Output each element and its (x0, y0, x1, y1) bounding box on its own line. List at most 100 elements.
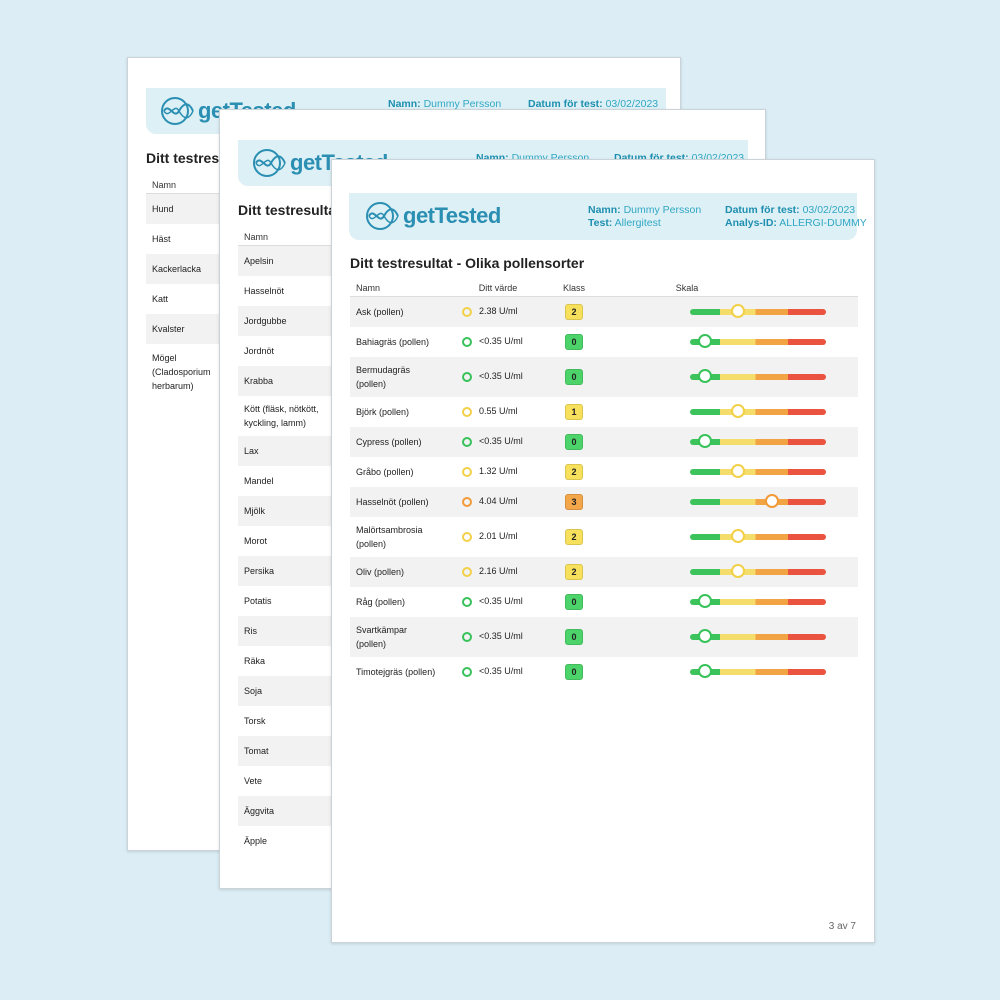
row-name: Morot (244, 535, 268, 546)
class-badge: 2 (565, 303, 583, 320)
allergen-name: Malörtsambrosia (pollen) (356, 524, 423, 549)
table-row: Björk (pollen) 0.55 U/ml 1 (350, 397, 858, 427)
table-row: Räka (238, 646, 538, 676)
allergen-name: Timotejgräs (pollen) (356, 666, 436, 677)
row-name: Potatis (244, 595, 272, 606)
allergen-name: Ask (pollen) (350, 296, 448, 327)
table-row: Oliv (pollen) 2.16 U/ml 2 (350, 556, 858, 587)
value-cell: <0.35 U/ml (448, 356, 548, 397)
scale-cell (600, 397, 858, 427)
table-row: Jordnöt (238, 336, 538, 366)
column-header-class: Klass (548, 279, 600, 297)
allergen-name: Svartkämpar (pollen) (350, 616, 448, 657)
value-cell: 0.55 U/ml (448, 397, 548, 427)
class-badge: 2 (565, 563, 583, 580)
measured-value: <0.35 U/ml (479, 371, 523, 382)
patient-name-field: Namn: Dummy Persson (588, 204, 702, 216)
class-badge: 0 (565, 663, 583, 680)
table-row: Morot (238, 526, 538, 556)
report-page-front: getTested Namn: Dummy Persson Test: Alle… (331, 159, 875, 943)
status-dot-icon (462, 496, 472, 507)
scale-marker (730, 463, 745, 478)
table-row: Ask (pollen) 2.38 U/ml 2 (350, 296, 858, 327)
value-cell: <0.35 U/ml (448, 426, 548, 457)
table-row: Hasselnöt (pollen) 4.04 U/ml 3 (350, 486, 858, 517)
row-name: Häst (152, 233, 171, 244)
test-type-field: Test: Allergitest (588, 217, 661, 229)
row-name: Jordnöt (244, 345, 275, 356)
scale-marker (697, 593, 712, 608)
class-cell: 0 (548, 426, 600, 457)
test-date-field: Datum för test: 03/02/2023 (528, 98, 659, 110)
value-cell: 2.01 U/ml (448, 517, 548, 557)
status-dot-icon (462, 531, 472, 542)
measured-value: <0.35 U/ml (479, 596, 523, 607)
pollen-results-table: Namn Ditt värde Klass Skala Ask (pollen)… (350, 279, 858, 687)
allergen-name: Cypress (pollen) (350, 426, 448, 457)
scale-marker (730, 528, 745, 543)
scale-cell (600, 327, 858, 357)
scale-bar (690, 663, 826, 678)
table-row: Bermudagräs (pollen) <0.35 U/ml 0 (350, 356, 858, 397)
scale-cell (600, 486, 858, 517)
class-badge: 1 (565, 403, 583, 420)
allergen-name: Gråbo (pollen) (356, 466, 414, 477)
allergen-name: Bermudagräs (pollen) (350, 356, 448, 397)
table-row: Råg (pollen) <0.35 U/ml 0 (350, 587, 858, 617)
row-name: Torsk (244, 715, 266, 726)
scale-bar (690, 333, 826, 348)
row-name: Mandel (244, 475, 274, 486)
dna-logo-icon (366, 202, 399, 230)
table-row: Torsk (238, 706, 538, 736)
class-badge: 0 (565, 333, 583, 350)
table-row: Potatis (238, 586, 538, 616)
table-row: Malörtsambrosia (pollen) 2.01 U/ml 2 (350, 517, 858, 557)
scale-marker (730, 563, 745, 578)
status-dot-icon (462, 631, 472, 642)
test-date-field: Datum för test: 03/02/2023 (725, 204, 856, 216)
class-badge: 0 (565, 593, 583, 610)
column-header-value: Ditt värde (448, 279, 548, 297)
class-badge: 3 (565, 493, 583, 510)
status-dot-icon (462, 436, 472, 447)
scale-bar (690, 303, 826, 318)
measured-value: 2.16 U/ml (479, 566, 518, 577)
class-badge: 2 (565, 463, 583, 480)
scale-cell (600, 517, 858, 557)
table-row: Svartkämpar (pollen) <0.35 U/ml 0 (350, 616, 858, 657)
dna-logo-icon (161, 97, 194, 125)
status-dot-icon (462, 596, 472, 607)
value-cell: 2.38 U/ml (448, 296, 548, 327)
allergen-name: Hasselnöt (pollen) (350, 486, 448, 517)
scale-marker (697, 433, 712, 448)
scale-marker (697, 663, 712, 678)
class-badge: 0 (565, 628, 583, 645)
scale-cell (600, 616, 858, 657)
table-row: Cypress (pollen) <0.35 U/ml 0 (350, 426, 858, 457)
class-cell: 0 (548, 657, 600, 687)
table-row: Vete (238, 766, 538, 796)
row-name: Katt (152, 293, 169, 304)
row-name: Hasselnöt (244, 285, 285, 296)
measured-value: <0.35 U/ml (479, 336, 523, 347)
value-cell: <0.35 U/ml (448, 327, 548, 357)
value-cell: 2.16 U/ml (448, 556, 548, 587)
column-header-name: Namn (350, 279, 448, 297)
measured-value: 2.01 U/ml (479, 531, 518, 542)
status-dot-icon (462, 666, 472, 677)
table-row: Kött (fläsk, nötkött, kyckling, lamm) (238, 396, 538, 436)
scale-bar (690, 628, 826, 643)
status-dot-icon (462, 371, 472, 382)
measured-value: <0.35 U/ml (479, 666, 523, 677)
status-dot-icon (462, 466, 472, 477)
table-row: Bahiagräs (pollen) <0.35 U/ml 0 (350, 327, 858, 357)
status-dot-icon (462, 307, 472, 318)
scale-cell (600, 356, 858, 397)
class-badge: 0 (565, 433, 583, 450)
scale-cell (600, 457, 858, 487)
class-cell: 0 (548, 327, 600, 357)
row-name: Kött (fläsk, nötkött, kyckling, lamm) (244, 403, 319, 428)
class-badge: 2 (565, 528, 583, 545)
dna-logo-icon (253, 149, 286, 177)
value-cell: 4.04 U/ml (448, 486, 548, 517)
